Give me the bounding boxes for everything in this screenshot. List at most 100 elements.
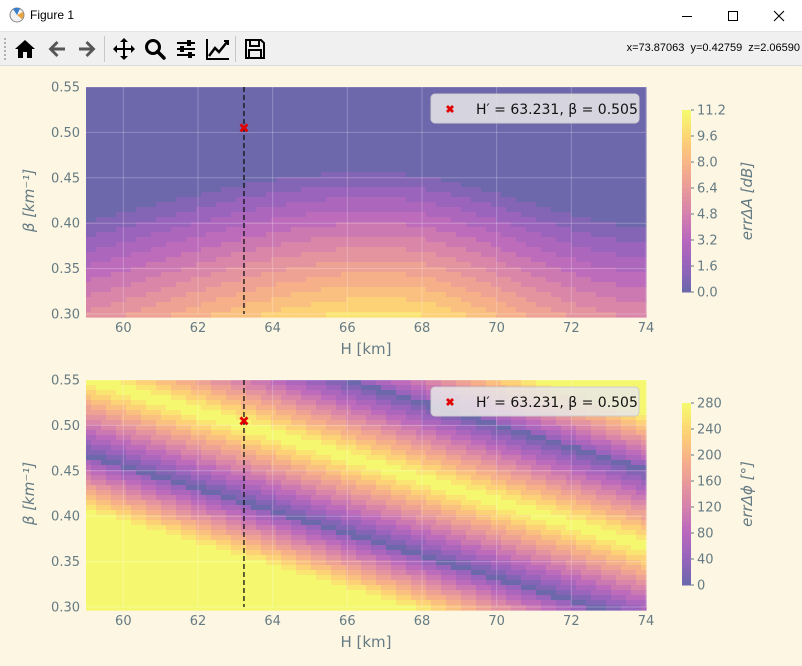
save-button[interactable] [242, 36, 268, 62]
contour-cell [121, 232, 127, 238]
contour-cell [431, 247, 437, 253]
contour-cell [491, 242, 497, 248]
contour-cell [236, 147, 242, 153]
contour-cell [466, 312, 472, 318]
contour-cell [111, 287, 117, 293]
contour-cell [501, 182, 507, 188]
contour-cell [531, 207, 537, 213]
contour-cell [511, 232, 517, 238]
contour-cell [476, 237, 482, 243]
pan-button[interactable] [111, 36, 137, 62]
contour-cell [326, 312, 332, 318]
contour-cell [331, 262, 337, 268]
contour-cell [456, 232, 462, 238]
contour-cell [166, 177, 172, 183]
contour-cell [566, 307, 572, 313]
edit-axes-button[interactable] [205, 36, 231, 62]
contour-cell [566, 277, 572, 283]
contour-cell [481, 282, 487, 288]
contour-cell [181, 227, 187, 233]
maximize-button[interactable] [710, 0, 756, 31]
contour-cell [231, 287, 237, 293]
contour-cell [556, 237, 562, 243]
contour-cell [446, 302, 452, 308]
contour-cell [106, 152, 112, 158]
contour-cell [501, 217, 507, 223]
contour-cell [251, 292, 257, 298]
contour-cell [201, 217, 207, 223]
back-button[interactable] [44, 36, 70, 62]
contour-cell [596, 162, 602, 168]
contour-cell [426, 287, 432, 293]
contour-cell [246, 112, 252, 118]
contour-cell [296, 282, 302, 288]
contour-cell [336, 292, 342, 298]
home-button[interactable] [12, 36, 38, 62]
contour-cell [151, 267, 157, 273]
contour-cell [491, 282, 497, 288]
contour-cell [91, 152, 97, 158]
contour-cell [121, 137, 127, 143]
contour-cell [546, 302, 552, 308]
contour-cell [521, 302, 527, 308]
contour-cell [521, 192, 527, 198]
contour-cell [556, 312, 562, 318]
contour-cell [101, 237, 107, 243]
contour-cell [276, 92, 282, 98]
configure-subplots-button[interactable] [173, 36, 199, 62]
contour-cell [211, 157, 217, 163]
contour-cell [536, 247, 542, 253]
contour-cell [561, 137, 567, 143]
contour-cell [331, 192, 337, 198]
contour-cell [91, 122, 97, 128]
contour-cell [186, 102, 192, 108]
contour-cell [571, 182, 577, 188]
contour-cell [301, 107, 307, 113]
close-button[interactable] [756, 0, 802, 31]
contour-cell [451, 202, 457, 208]
contour-cell [421, 97, 427, 103]
contour-cell [136, 287, 142, 293]
figure-canvas[interactable]: 60 62 64 66 68 70 72 740.300.350.400.450.500.55… [0, 66, 802, 666]
contour-cell [161, 92, 167, 98]
contour-cell [116, 167, 122, 173]
contour-cell [301, 217, 307, 223]
contour-cell [531, 307, 537, 313]
contour-cell [391, 147, 397, 153]
contour-cell [206, 122, 212, 128]
contour-cell [521, 242, 527, 248]
contour-cell [166, 202, 172, 208]
contour-cell [151, 202, 157, 208]
contour-cell [231, 307, 237, 313]
subplot-1[interactable]: 60 62 64 66 68 70 72 740.300.350.400.450.500.55… [20, 81, 756, 359]
contour-cell [346, 92, 352, 98]
contour-cell [131, 307, 137, 313]
contour-cell [281, 102, 287, 108]
contour-cell [176, 207, 182, 213]
contour-cell [621, 87, 627, 93]
forward-button[interactable] [74, 36, 100, 62]
contour-cell [216, 247, 222, 253]
contour-cell [391, 172, 397, 178]
contour-cell [426, 302, 432, 308]
contour-cell [181, 102, 187, 108]
contour-cell [411, 152, 417, 158]
contour-cell [276, 207, 282, 213]
contour-cell [531, 272, 537, 278]
contour-cell [231, 302, 237, 308]
contour-cell [166, 127, 172, 133]
minimize-button[interactable] [664, 0, 710, 31]
contour-cell [91, 297, 97, 303]
contour-cell [361, 312, 367, 318]
contour-cell [381, 252, 387, 258]
contour-cell [376, 212, 382, 218]
contour-cell [431, 142, 437, 148]
contour-cell [456, 312, 462, 318]
contour-cell [336, 117, 342, 123]
contour-cell [201, 132, 207, 138]
contour-cell [341, 237, 347, 243]
contour-cell [171, 292, 177, 298]
contour-cell [341, 182, 347, 188]
zoom-button[interactable] [142, 36, 168, 62]
contour-cell [561, 287, 567, 293]
